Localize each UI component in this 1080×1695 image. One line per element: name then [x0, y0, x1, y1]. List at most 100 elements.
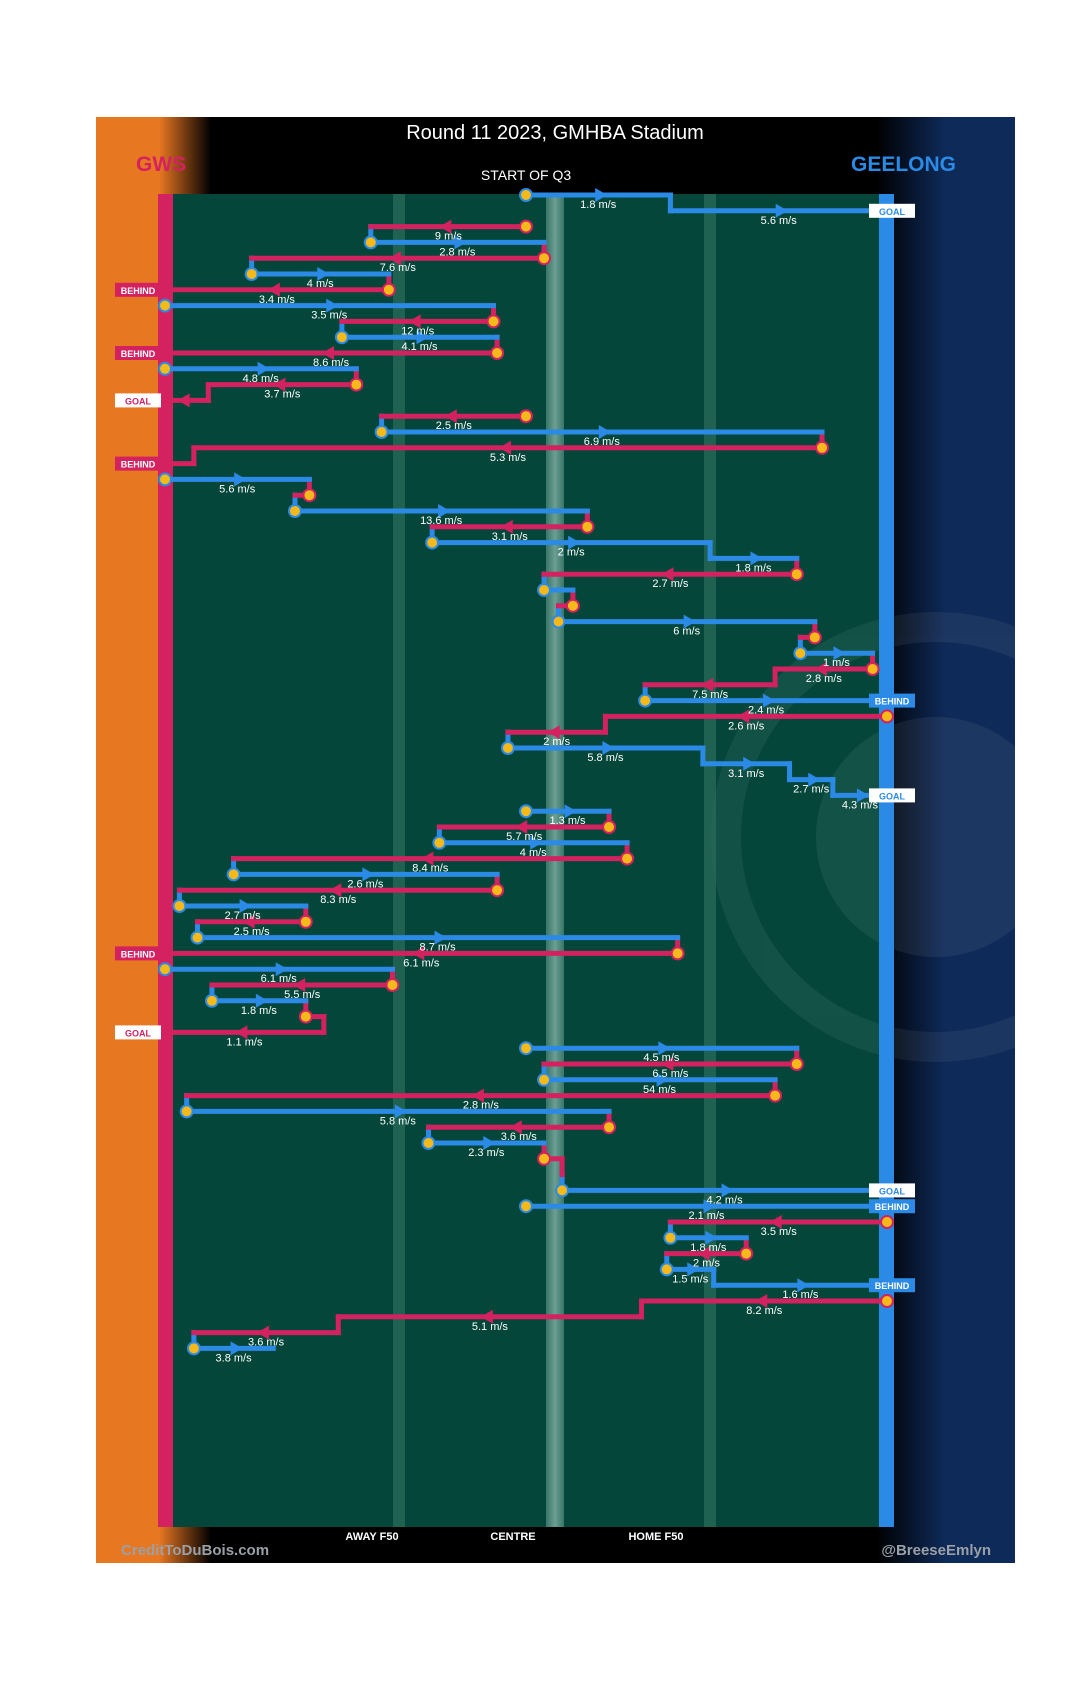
possession-chains: 1.8 m/s 5.6 m/s 9 m/s 2.8 m/s 7.6 m/s 4 m/s 3.…: [115, 188, 915, 1364]
geelong-team-label: GEELONG: [851, 153, 956, 176]
speed-label: 3.7 m/s: [264, 389, 301, 401]
possession-start-node: [789, 1057, 804, 1071]
score-badge-label: GOAL: [125, 1028, 152, 1038]
direction-arrow: [317, 267, 330, 281]
possession-start-node: [500, 741, 515, 755]
direction-arrow: [257, 1325, 270, 1340]
possession-start-node: [179, 1104, 194, 1119]
direction-arrow: [856, 788, 869, 803]
speed-label: 7.5 m/s: [692, 689, 729, 701]
score-badge: [869, 1278, 915, 1293]
speed-label: 9 m/s: [435, 231, 462, 243]
possession-start-node: [551, 614, 566, 629]
possession-start-node: [663, 1230, 678, 1245]
direction-arrow: [750, 551, 763, 566]
possession-start-node: [555, 1183, 570, 1198]
speed-label: 12 m/s: [401, 325, 435, 337]
possession-start-node: [739, 1246, 754, 1261]
direction-arrow: [500, 519, 513, 534]
direction-arrow: [547, 725, 560, 740]
speed-label: 3.8 m/s: [216, 1352, 253, 1364]
possession-start-node: [880, 1215, 894, 1229]
possession-start-node: [807, 630, 822, 645]
direction-arrow: [568, 535, 581, 550]
score-badge-label: BEHIND: [875, 697, 910, 707]
score-badge: [115, 393, 161, 408]
direction-arrow: [322, 346, 335, 360]
possession-start-node: [638, 693, 653, 708]
direction-arrow: [329, 883, 342, 898]
speed-label: 6.9 m/s: [584, 436, 621, 448]
speed-label: 3.5 m/s: [311, 310, 348, 322]
direction-arrow: [234, 472, 247, 487]
speed-label: 8.6 m/s: [313, 357, 350, 369]
possession-start-node: [363, 235, 378, 250]
speed-label: 3.6 m/s: [248, 1337, 285, 1349]
direction-arrow: [230, 1341, 243, 1356]
direction-arrow: [775, 203, 788, 218]
possession-start-node: [334, 330, 349, 345]
score-badge-label: GOAL: [879, 1186, 906, 1196]
x-tick-away-f50: AWAY F50: [345, 1531, 398, 1543]
possession-start-node: [789, 567, 804, 582]
direction-arrow: [454, 235, 467, 250]
speed-label: 6 m/s: [673, 626, 700, 638]
direction-arrow: [434, 930, 447, 945]
score-badge: [115, 1025, 161, 1040]
direction-arrow: [705, 1230, 718, 1245]
possession-start-node: [158, 962, 172, 977]
direction-arrow: [483, 1136, 496, 1150]
direction-arrow: [687, 1262, 700, 1277]
speed-label: 1.8 m/s: [690, 1242, 727, 1254]
direction-arrow: [362, 867, 375, 882]
direction-arrow: [439, 219, 452, 234]
speed-label: 1.5 m/s: [672, 1273, 709, 1285]
direction-arrow: [703, 1199, 716, 1214]
possession-start-node: [519, 219, 533, 234]
possession-start-node: [519, 804, 533, 819]
possession-start-node: [302, 488, 317, 503]
direction-arrow: [408, 314, 421, 329]
score-badge-label: BEHIND: [875, 1281, 910, 1291]
speed-label: 3.6 m/s: [501, 1131, 538, 1143]
direction-arrow: [235, 1025, 248, 1040]
possession-start-node: [204, 993, 219, 1008]
speed-label: 1.1 m/s: [226, 1036, 263, 1048]
speed-label: 13.6 m/s: [420, 515, 463, 527]
credit-right: @BreeseEmlyn: [881, 1542, 991, 1559]
possession-start-node: [190, 930, 205, 945]
direction-arrow: [808, 772, 821, 787]
credit-left: CreditToDuBois.com: [121, 1542, 269, 1559]
speed-label: 4.2 m/s: [707, 1194, 744, 1206]
possession-start-node: [537, 1151, 552, 1166]
possession-start-node: [880, 709, 894, 724]
speed-label: 1 m/s: [823, 657, 850, 669]
direction-arrow: [697, 1246, 710, 1261]
direction-arrow: [412, 946, 425, 961]
direction-arrow: [602, 741, 615, 755]
possession-start-node: [158, 472, 172, 487]
possession-start-node: [565, 598, 580, 613]
direction-arrow: [480, 1309, 493, 1324]
direction-arrow: [515, 820, 528, 834]
possession-start-node: [670, 946, 685, 961]
speed-label: 2.8 m/s: [806, 673, 843, 685]
speed-label: 2.1 m/s: [688, 1210, 725, 1222]
direction-arrow: [755, 1294, 768, 1308]
direction-arrow: [763, 693, 776, 708]
speed-label: 3.4 m/s: [259, 294, 296, 306]
speed-label: 4 m/s: [520, 847, 547, 859]
possession-start-node: [158, 361, 172, 376]
speed-label: 4.1 m/s: [401, 341, 438, 353]
direction-arrow: [509, 1120, 522, 1135]
possession-start-node: [659, 1262, 674, 1277]
speed-label: 5.6 m/s: [219, 483, 256, 495]
speed-label: 2.6 m/s: [728, 720, 765, 732]
speed-label: 7.6 m/s: [380, 262, 417, 274]
speed-label: 3.5 m/s: [761, 1226, 798, 1238]
speed-label: 1.6 m/s: [782, 1289, 819, 1301]
possession-start-node: [880, 1294, 894, 1308]
direction-arrow: [658, 1041, 671, 1056]
possession-start-node: [226, 867, 241, 882]
speed-label: 5.1 m/s: [472, 1321, 509, 1333]
